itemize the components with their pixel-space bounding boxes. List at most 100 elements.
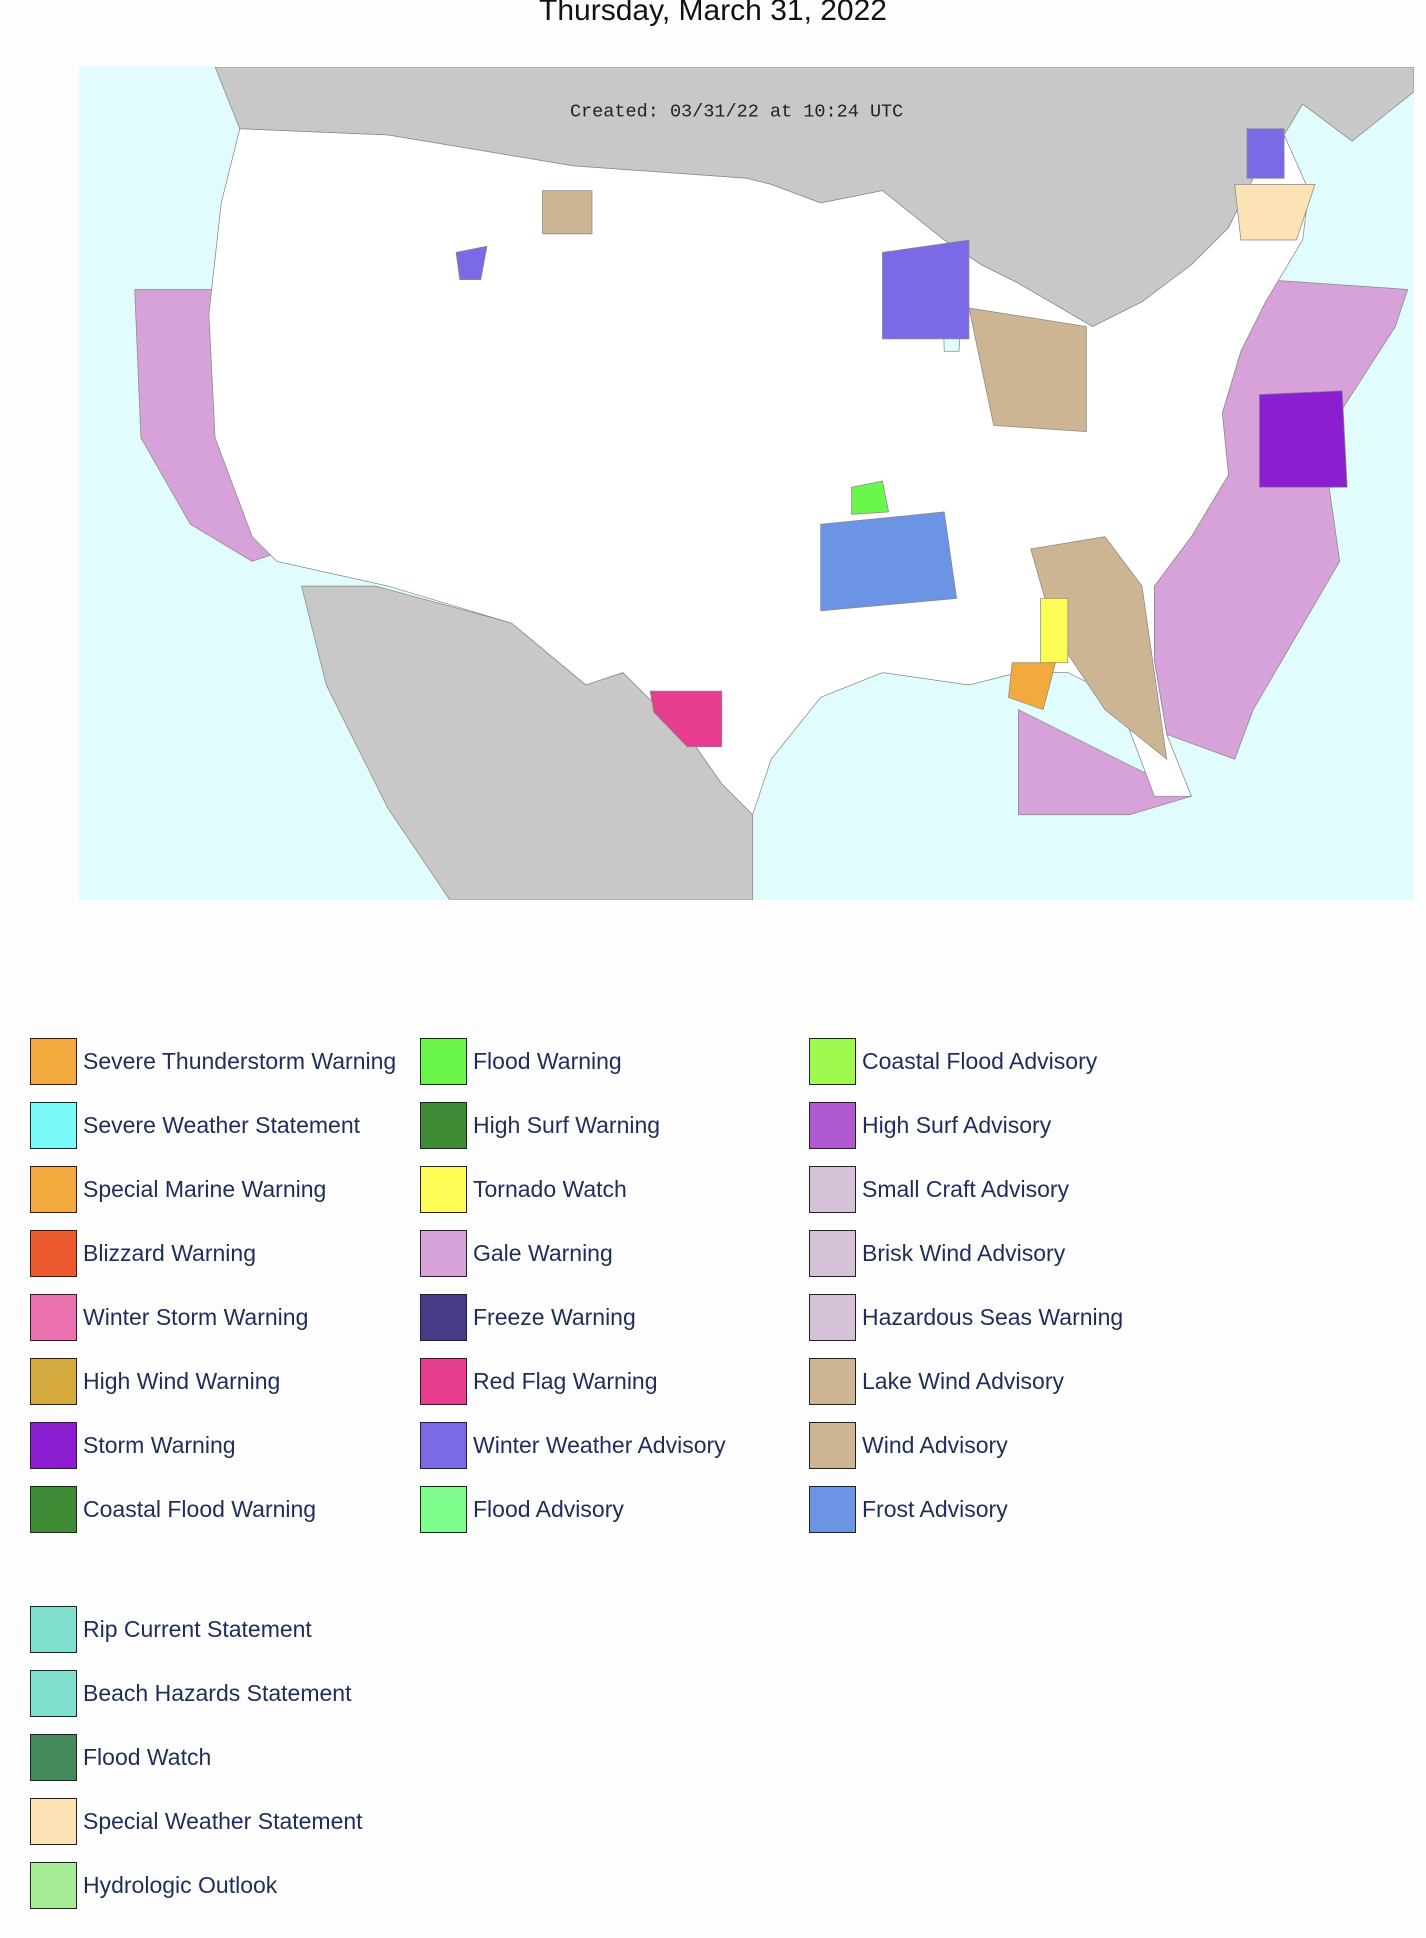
legend-swatch [30,1294,77,1341]
legend-label: Winter Weather Advisory [473,1432,726,1458]
legend-item: High Wind Warning [30,1357,280,1406]
legend-swatch [30,1358,77,1405]
legend-item: Small Craft Advisory [809,1165,1069,1214]
legend-item: Frost Advisory [809,1485,1008,1534]
wind-advisory-nd [542,190,593,235]
legend-label: Beach Hazards Statement [83,1680,352,1706]
legend-item: Special Weather Statement [30,1797,363,1846]
gulf-marine [1018,709,1193,816]
page-title: Thursday, March 31, 2022 [539,0,887,27]
created-stamp: Created: 03/31/22 at 10:24 UTC [570,101,903,122]
legend-label: Rip Current Statement [83,1616,312,1642]
wind-advisory-oh [968,307,1087,432]
hazard-map: Created: 03/31/22 at 10:24 UTC [79,67,1414,900]
legend-item: High Surf Advisory [809,1101,1051,1150]
storm-area [1259,390,1348,488]
tornado-watch [1040,598,1069,664]
legend-label: Special Weather Statement [83,1808,363,1834]
legend-item: Flood Advisory [420,1485,624,1534]
legend-item: Winter Storm Warning [30,1293,308,1342]
winter-advisory-me [1246,128,1285,179]
legend-item: Hazardous Seas Warning [809,1293,1123,1342]
legend-swatch [30,1102,77,1149]
legend-item: Flood Warning [420,1037,622,1086]
legend-label: Wind Advisory [862,1432,1008,1458]
united-states [208,128,1310,816]
legend-item: Coastal Flood Warning [30,1485,316,1534]
legend-label: High Surf Advisory [862,1112,1052,1138]
legend-item: Red Flag Warning [420,1357,658,1406]
legend-label: Flood Watch [83,1744,212,1770]
legend-swatch [30,1038,77,1085]
legend-item: Severe Thunderstorm Warning [30,1037,396,1086]
legend-swatch [30,1862,77,1909]
legend-item: Wind Advisory [809,1421,1008,1470]
legend-swatch [30,1166,77,1213]
legend-item: Flood Watch [30,1733,211,1782]
legend-swatch [420,1102,467,1149]
legend-label: Small Craft Advisory [862,1176,1070,1202]
legend-label: Flood Advisory [473,1496,624,1522]
legend-label: Tornado Watch [473,1176,627,1202]
legend-label: Lake Wind Advisory [862,1368,1064,1394]
legend-label: Storm Warning [83,1432,236,1458]
legend-swatch [809,1486,856,1533]
legend-label: Frost Advisory [862,1496,1008,1522]
legend-swatch [30,1230,77,1277]
legend-swatch [30,1486,77,1533]
legend-item: Winter Weather Advisory [420,1421,726,1470]
legend-swatch [809,1422,856,1469]
legend-item: Lake Wind Advisory [809,1357,1064,1406]
legend-swatch [420,1294,467,1341]
legend-item: High Surf Warning [420,1101,660,1150]
legend-swatch [809,1230,856,1277]
legend-item: Special Marine Warning [30,1165,326,1214]
legend-item: Storm Warning [30,1421,236,1470]
legend-label: Red Flag Warning [473,1368,658,1394]
winter-advisory-mt [455,245,488,280]
legend-label: High Surf Warning [473,1112,661,1138]
legend-swatch [809,1294,856,1341]
legend-swatch [30,1606,77,1653]
legend-swatch [809,1358,856,1405]
legend-item: Freeze Warning [420,1293,636,1342]
legend-label: Flood Warning [473,1048,622,1074]
frost-advisory [820,511,958,612]
legend-swatch [420,1166,467,1213]
legend-label: Severe Thunderstorm Warning [83,1048,397,1074]
legend-swatch [30,1798,77,1845]
legend-item: Hydrologic Outlook [30,1861,277,1910]
thunderstorm-warning [1008,662,1056,711]
legend-label: Gale Warning [473,1240,613,1266]
red-flag [649,690,723,748]
special-statement-me [1234,184,1316,241]
legend-label: Blizzard Warning [83,1240,256,1266]
legend-item: Blizzard Warning [30,1229,256,1278]
flood-warning [851,480,890,515]
legend-label: Coastal Flood Warning [83,1496,317,1522]
legend-swatch [420,1038,467,1085]
legend-item: Coastal Flood Advisory [809,1037,1097,1086]
legend-swatch [30,1670,77,1717]
legend-swatch [30,1734,77,1781]
legend-label: Coastal Flood Advisory [862,1048,1098,1074]
legend-swatch [809,1102,856,1149]
legend-label: High Wind Warning [83,1368,281,1394]
legend-item: Tornado Watch [420,1165,627,1214]
legend-item: Brisk Wind Advisory [809,1229,1065,1278]
legend-label: Hydrologic Outlook [83,1872,278,1898]
legend-label: Winter Storm Warning [83,1304,309,1330]
legend-swatch [420,1230,467,1277]
legend-item: Severe Weather Statement [30,1101,360,1150]
legend-swatch [420,1358,467,1405]
legend-item: Rip Current Statement [30,1605,312,1654]
legend-label: Hazardous Seas Warning [862,1304,1124,1330]
winter-advisory-mi [882,239,970,340]
legend-swatch [420,1422,467,1469]
legend-item: Gale Warning [420,1229,613,1278]
legend-label: Severe Weather Statement [83,1112,360,1138]
legend-label: Brisk Wind Advisory [862,1240,1066,1266]
legend-swatch [809,1166,856,1213]
